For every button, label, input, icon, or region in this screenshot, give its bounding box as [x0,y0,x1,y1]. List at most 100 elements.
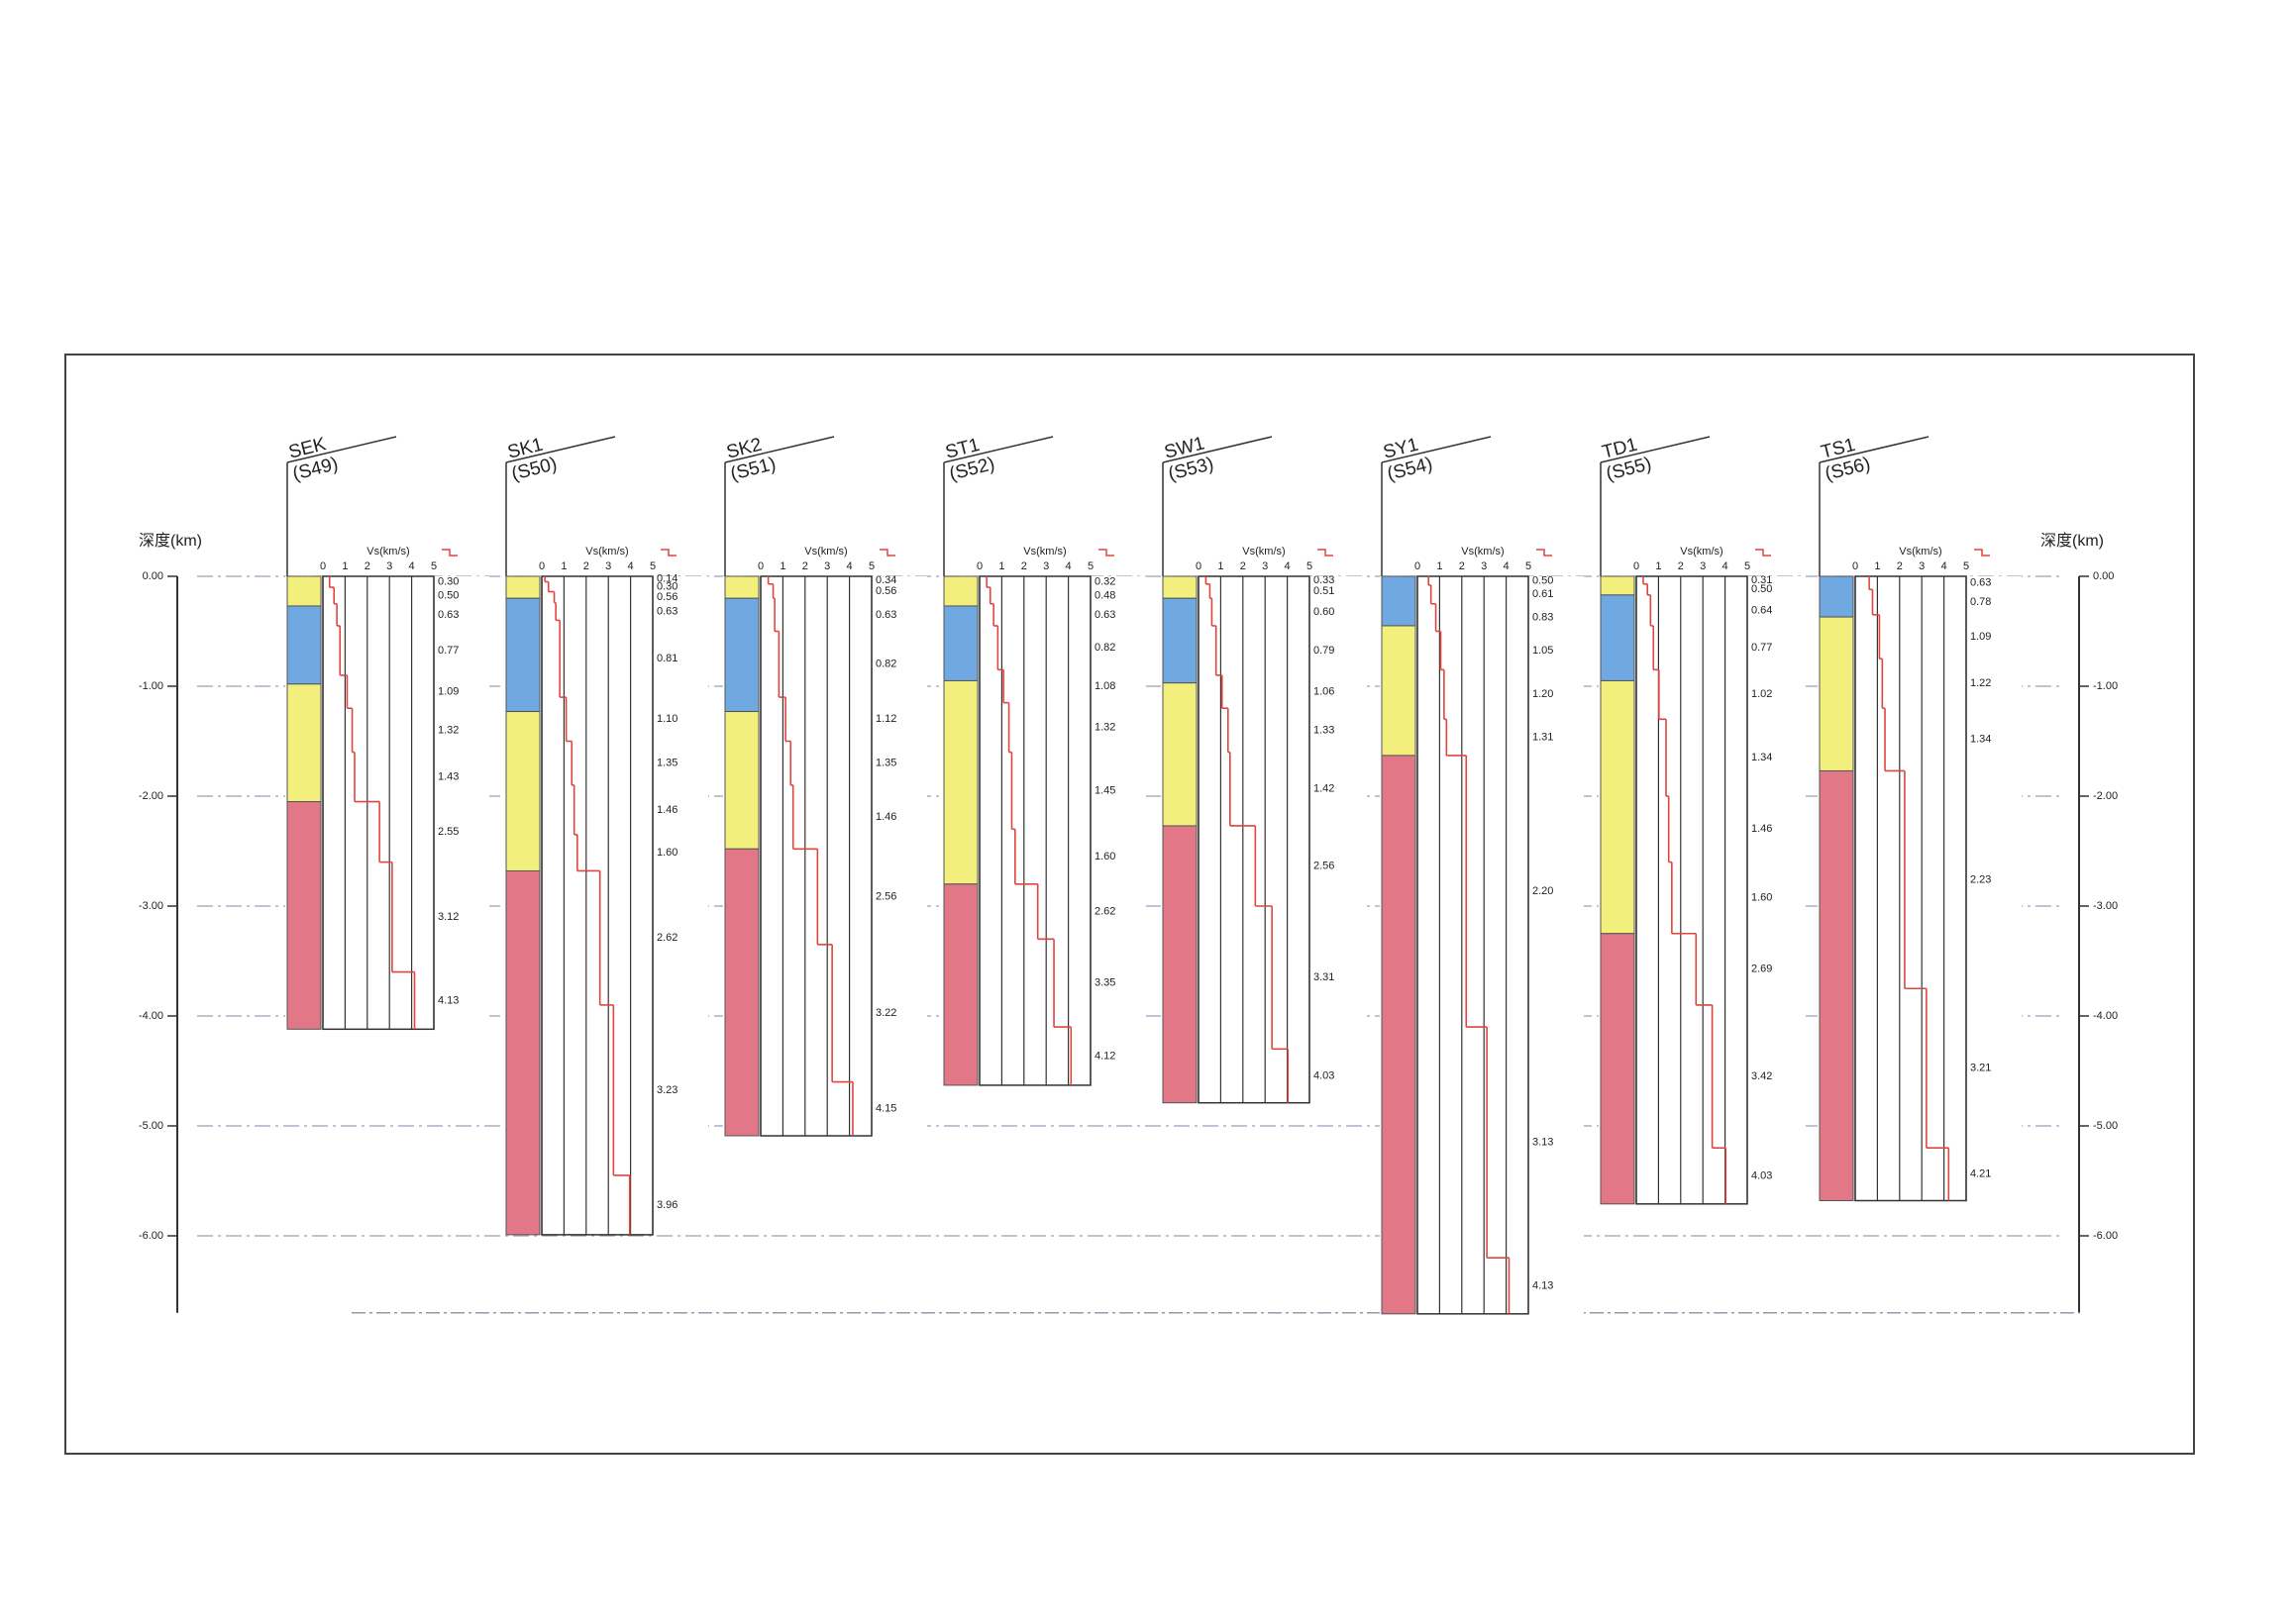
column-header-slant [1162,436,1273,463]
vs-tick-label: 2 [1897,560,1903,572]
y-tick-label-left: -5.00 [139,1120,163,1132]
soil-layer [1600,933,1635,1205]
vs-value-label: 0.31 [1751,574,1772,586]
vs-value-label: 3.23 [657,1084,678,1096]
vs-value-label: 0.60 [1313,606,1334,618]
vs-tick-label: 3 [1481,560,1487,572]
vs-value-label: 2.69 [1751,964,1772,975]
legend-step-icon [442,549,458,557]
vs-value-label: 0.81 [657,653,678,664]
vs-tick-label: 0 [1196,560,1201,572]
vs-tick-label: 5 [1088,560,1094,572]
y-tick-label-left: -3.00 [139,900,163,912]
vs-value-label: 1.31 [1532,732,1553,744]
vs-tick-label: 5 [1306,560,1312,572]
vs-value-label: 1.32 [438,724,459,736]
vs-tick-label: 3 [1919,560,1925,572]
vs-tick-label: 3 [824,560,830,572]
vs-value-label: 1.35 [657,758,678,769]
soil-layer [1162,597,1198,684]
vs-tick-label: 4 [1722,560,1728,572]
depth-axis-label-left: 深度(km) [139,532,202,550]
soil-layer [1819,769,1854,1201]
soil-layer [505,869,541,1236]
vs-tick-label: 3 [605,560,611,572]
column-header-slant [724,436,835,463]
vs-tick-label: 1 [1874,560,1880,572]
vs-tick-label: 5 [1963,560,1969,572]
soil-layer [286,801,322,1030]
vs-value-label: 0.63 [1970,577,1991,589]
vs-tick-label: 5 [1525,560,1531,572]
column-header-slant [1381,436,1492,463]
vs-tick-label: 2 [1240,560,1246,572]
vs-tick-label: 4 [847,560,853,572]
vs-value-label: 1.09 [438,685,459,697]
soil-layer [1381,575,1416,627]
vs-value-label: 0.33 [1313,574,1334,586]
vs-value-label: 1.02 [1751,688,1772,700]
vs-value-label: 0.30 [657,580,678,592]
vs-value-label: 1.20 [1532,688,1553,700]
vs-value-label: 3.96 [657,1199,678,1211]
vs-value-label: 0.56 [876,585,896,597]
vs-value-label: 0.63 [876,609,896,621]
legend-step-icon [880,549,895,557]
vs-value-label: 2.56 [876,890,896,902]
vs-value-label: 0.50 [1532,574,1553,586]
soil-layer [1600,594,1635,681]
vs-tick-label: 5 [1744,560,1750,572]
vs-value-label: 1.43 [438,770,459,782]
column-header-slant [505,436,616,463]
vs-value-label: 3.21 [1970,1063,1991,1074]
vs-tick-label: 1 [998,560,1004,572]
y-tick-label-right: -1.00 [2093,680,2118,692]
y-tick-label-right: -4.00 [2093,1010,2118,1022]
y-tick-label-left: -4.00 [139,1010,163,1022]
vs-tick-label: 2 [1021,560,1027,572]
vs-tick-label: 1 [1655,560,1661,572]
vs-value-label: 2.20 [1532,885,1553,897]
vs-tick-label: 5 [869,560,875,572]
vs-value-label: 3.42 [1751,1070,1772,1082]
legend-step-icon [1974,549,1990,557]
vs-value-label: 1.32 [1095,722,1115,734]
vs-tick-label: 2 [802,560,808,572]
vs-tick-label: 3 [1043,560,1049,572]
vs-value-label: 4.13 [1532,1279,1553,1291]
y-tick-label-left: -2.00 [139,790,163,802]
vs-value-label: 1.60 [1095,851,1115,863]
vs-axis-label: Vs(km/s) [1680,546,1722,558]
soil-layer [286,575,322,607]
vs-value-label: 0.82 [1095,642,1115,654]
vs-value-label: 1.05 [1532,645,1553,657]
vs-value-label: 4.13 [438,994,459,1006]
vs-tick-label: 4 [1066,560,1072,572]
vs-tick-label: 4 [1285,560,1291,572]
vs-axis-label: Vs(km/s) [804,546,847,558]
soil-layer [943,575,979,607]
vs-value-label: 0.30 [438,575,459,587]
vs-value-label: 3.31 [1313,971,1334,983]
vs-tick-label: 4 [1504,560,1510,572]
vs-tick-label: 0 [1414,560,1420,572]
figure-frame [64,354,2195,1455]
vs-value-label: 0.51 [1313,585,1334,597]
vs-axis-label: Vs(km/s) [1461,546,1504,558]
vs-value-label: 0.56 [657,591,678,603]
vs-tick-label: 0 [539,560,545,572]
vs-tick-label: 0 [758,560,764,572]
vs-value-label: 1.09 [1970,631,1991,643]
soil-layer [286,683,322,803]
soil-layer [724,597,760,713]
legend-step-icon [1098,549,1114,557]
vs-value-label: 3.13 [1532,1137,1553,1149]
vs-value-label: 0.50 [1751,583,1772,595]
vs-tick-label: 2 [1459,560,1465,572]
y-tick-label-right: -5.00 [2093,1120,2118,1132]
soil-layer [505,575,541,599]
soil-layer [943,605,979,681]
vs-value-label: 1.33 [1313,724,1334,736]
vs-value-label: 1.46 [657,804,678,816]
